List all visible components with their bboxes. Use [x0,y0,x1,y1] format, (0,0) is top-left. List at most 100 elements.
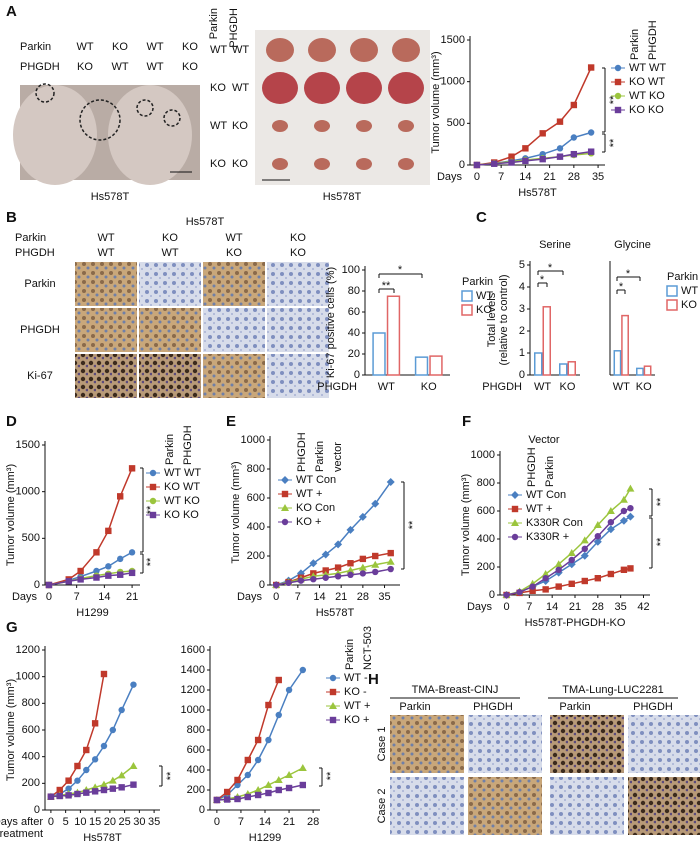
mouse [108,85,192,185]
tumor [346,72,382,104]
tumor [398,120,414,132]
y-tick-label: 1500 [16,439,40,451]
legend-header: vector [332,442,344,472]
marker [272,581,280,589]
marker [568,556,575,564]
panel-letter: C [476,209,487,226]
legend-label: WT + [526,503,552,515]
legend-label: KO KO [164,509,199,521]
legend-header: PHGDH [526,447,538,487]
tumor [398,158,414,170]
bar [386,295,401,376]
x-tick-label: 10 [74,816,86,828]
marker [511,491,519,499]
marker [310,576,317,583]
tumor [308,38,336,62]
marker [539,130,546,137]
y-tick-label: 100 [342,264,360,276]
row-label: Parkin [20,41,51,53]
y-tick-label: 1400 [181,664,205,676]
x-tick-label: KO [421,381,437,393]
genotype: KO [226,247,242,259]
legend-caption: Vector [528,434,560,446]
marker [529,587,536,594]
marker [285,579,292,587]
marker [244,756,252,764]
marker [614,64,622,72]
marker [281,476,289,484]
marker [105,527,112,535]
marker [329,674,337,682]
x-axis-label: PHGDH [317,381,357,393]
tumor [314,158,330,170]
genotype: WT [210,44,227,56]
marker [620,507,628,515]
y-tick-label: 200 [247,550,265,562]
marker [508,159,515,166]
column-header: Parkin [208,8,220,39]
marker [511,519,519,526]
tumor-outline [79,99,121,141]
chart-title: Glycine [614,239,651,251]
marker [322,574,329,581]
y-tick-label: 200 [187,784,205,796]
marker [100,786,108,794]
y-tick-label: 1600 [181,644,205,656]
marker [554,560,563,568]
marker [77,576,84,583]
marker [607,519,615,526]
series-line [50,765,134,798]
marker [614,92,622,100]
marker [299,781,307,789]
x-tick-label: 21 [569,601,581,613]
marker [281,490,289,498]
legend-swatch [461,304,473,316]
marker [556,153,564,160]
legend-swatch [666,299,678,311]
marker [321,550,330,559]
legend-label: WT - [344,672,368,684]
x-tick-label: 42 [637,601,649,613]
legend-swatch [666,285,678,297]
tumor [262,72,298,104]
tumor [314,120,330,132]
bar [542,306,551,376]
tma-image [468,715,542,773]
column-label: PHGDH [633,701,673,713]
genotype: WT [210,120,227,132]
marker [128,569,136,577]
tma-image [628,777,700,835]
marker [606,507,615,514]
legend-label: KO WT [164,481,200,493]
marker [539,155,546,163]
y-tick-label: 0 [34,579,40,591]
tumor [304,72,340,104]
x-axis-label: Days after [0,816,43,828]
ihc-image [75,308,137,352]
marker [118,706,125,714]
marker [297,577,305,584]
marker [568,580,575,587]
marker [581,545,588,552]
marker [542,575,549,582]
title: Hs578T [186,216,225,228]
marker [118,784,125,791]
legend-label: WT [476,290,493,302]
y-tick-label: 40 [348,327,360,339]
tumor [356,120,372,132]
significance: * [619,281,624,293]
panel-letter: B [6,209,17,226]
marker [491,160,498,167]
y-tick-label: 2 [519,325,525,337]
bar [429,355,443,376]
y-tick-label: 1000 [16,486,40,498]
x-tick-label: 21 [126,591,138,603]
y-tick-label: 600 [477,505,495,517]
legend-label: KO + [296,516,321,528]
y-tick-label: 0 [459,159,465,171]
legend-label: WT KO [164,495,200,507]
x-axis-label: Days [467,601,493,613]
y-tick-label: 5 [519,259,525,271]
y-axis-label: Tumor volume (mm³) [230,461,242,563]
